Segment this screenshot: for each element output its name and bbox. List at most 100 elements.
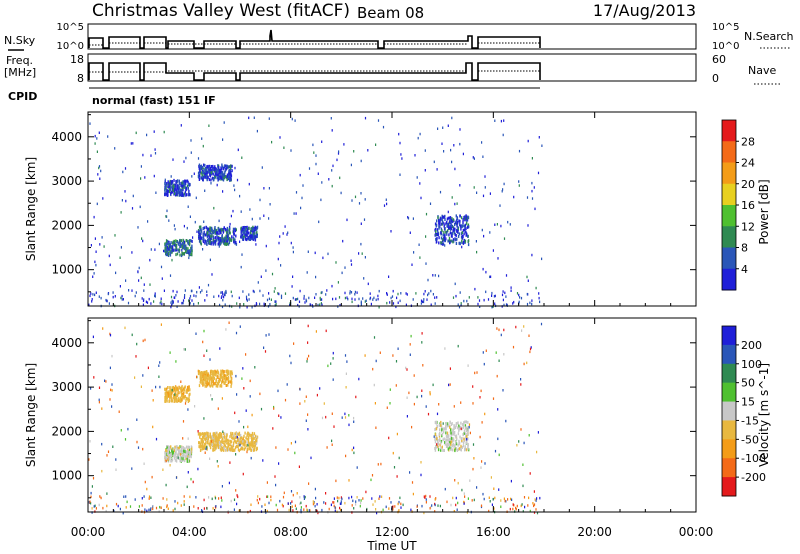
echo-cell bbox=[319, 296, 321, 300]
echo-cell bbox=[202, 178, 204, 182]
echo-cell bbox=[353, 507, 355, 510]
echo-cell bbox=[213, 437, 215, 441]
echo-cell bbox=[166, 189, 169, 193]
echo-cell bbox=[242, 437, 244, 441]
echo-cell bbox=[127, 301, 130, 305]
echo-cell bbox=[200, 171, 202, 175]
echo-cell bbox=[193, 302, 195, 306]
echo-cell bbox=[420, 196, 422, 200]
y-tick-label: 1000 bbox=[51, 469, 82, 483]
echo-cell bbox=[233, 184, 235, 187]
echo-cell bbox=[186, 388, 188, 392]
echo-cell bbox=[235, 432, 238, 436]
echo-cell bbox=[197, 157, 200, 160]
echo-cell bbox=[314, 251, 316, 255]
echo-cell bbox=[242, 238, 244, 241]
echo-cell bbox=[222, 236, 224, 240]
echo-cell bbox=[199, 166, 202, 170]
echo-cell bbox=[180, 453, 182, 456]
echo-cell bbox=[223, 380, 225, 384]
echo-cell bbox=[519, 296, 521, 299]
echo-cell bbox=[183, 459, 186, 463]
echo-cell bbox=[206, 243, 208, 246]
echo-cell bbox=[370, 302, 372, 306]
echo-cell bbox=[98, 295, 100, 298]
echo-cell bbox=[197, 229, 200, 232]
echo-cell bbox=[502, 133, 504, 137]
echo-cell bbox=[172, 454, 175, 458]
echo-cell bbox=[463, 500, 465, 504]
echo-cell bbox=[452, 428, 454, 432]
echo-cell bbox=[434, 503, 436, 507]
echo-cell bbox=[409, 343, 411, 346]
echo-cell bbox=[183, 503, 185, 506]
echo-cell bbox=[465, 448, 468, 452]
echo-cell bbox=[446, 438, 448, 442]
echo-cell bbox=[390, 296, 392, 300]
noise-frame bbox=[87, 23, 697, 50]
echo-cell bbox=[307, 341, 309, 344]
echo-cell bbox=[441, 217, 443, 221]
echo-cell bbox=[154, 148, 156, 151]
echo-cell bbox=[125, 495, 127, 498]
echo-cell bbox=[445, 237, 447, 241]
echo-cell bbox=[176, 305, 178, 308]
echo-cell bbox=[209, 457, 211, 460]
y-tick-label: 3000 bbox=[51, 174, 82, 188]
echo-cell bbox=[294, 119, 296, 122]
echo-cell bbox=[91, 511, 93, 514]
echo-cell bbox=[299, 502, 301, 506]
echo-cell bbox=[125, 506, 127, 509]
echo-cell bbox=[183, 348, 185, 351]
echo-cell bbox=[288, 508, 290, 512]
echo-cell bbox=[482, 492, 484, 496]
echo-cell bbox=[378, 289, 380, 293]
colorbar-swatch bbox=[722, 268, 736, 291]
echo-cell bbox=[226, 226, 229, 230]
echo-cell bbox=[250, 234, 252, 238]
echo-cell bbox=[213, 295, 215, 298]
echo-cell bbox=[193, 505, 195, 508]
echo-cell bbox=[166, 209, 168, 213]
echo-cell bbox=[411, 263, 413, 266]
echo-cell bbox=[435, 232, 437, 236]
echo-cell bbox=[176, 252, 179, 256]
echo-cell bbox=[190, 139, 192, 142]
echo-cell bbox=[287, 502, 289, 505]
echo-cell bbox=[462, 152, 464, 156]
echo-cell bbox=[90, 501, 92, 505]
echo-cell bbox=[189, 297, 191, 300]
echo-cell bbox=[235, 234, 237, 238]
echo-cell bbox=[180, 504, 182, 507]
echo-cell bbox=[240, 447, 242, 451]
echo-cell bbox=[199, 376, 201, 380]
echo-cell bbox=[119, 256, 121, 259]
echo-cell bbox=[301, 196, 303, 200]
echo-cell bbox=[246, 297, 248, 301]
echo-cell bbox=[191, 249, 193, 253]
echo-cell bbox=[242, 472, 244, 476]
echo-cell bbox=[167, 386, 169, 389]
echo-cell bbox=[187, 247, 189, 251]
echo-cell bbox=[424, 496, 426, 499]
echo-cell bbox=[312, 143, 314, 147]
echo-cell bbox=[167, 185, 169, 189]
echo-cell bbox=[295, 298, 298, 301]
echo-cell bbox=[307, 428, 309, 431]
echo-cell bbox=[330, 503, 332, 507]
colorbar-tick-label: -200 bbox=[741, 471, 766, 484]
echo-cell bbox=[217, 177, 220, 181]
echo-cell bbox=[432, 274, 434, 277]
echo-cell bbox=[440, 227, 443, 231]
echo-cell bbox=[183, 244, 185, 248]
echo-cell bbox=[392, 302, 395, 305]
echo-cell bbox=[259, 198, 261, 202]
echo-cell bbox=[464, 225, 466, 229]
echo-cell bbox=[282, 232, 284, 235]
echo-cell bbox=[440, 425, 443, 429]
echo-cell bbox=[243, 235, 245, 239]
echo-cell bbox=[455, 496, 457, 500]
echo-cell bbox=[275, 446, 277, 449]
echo-cell bbox=[175, 389, 177, 393]
